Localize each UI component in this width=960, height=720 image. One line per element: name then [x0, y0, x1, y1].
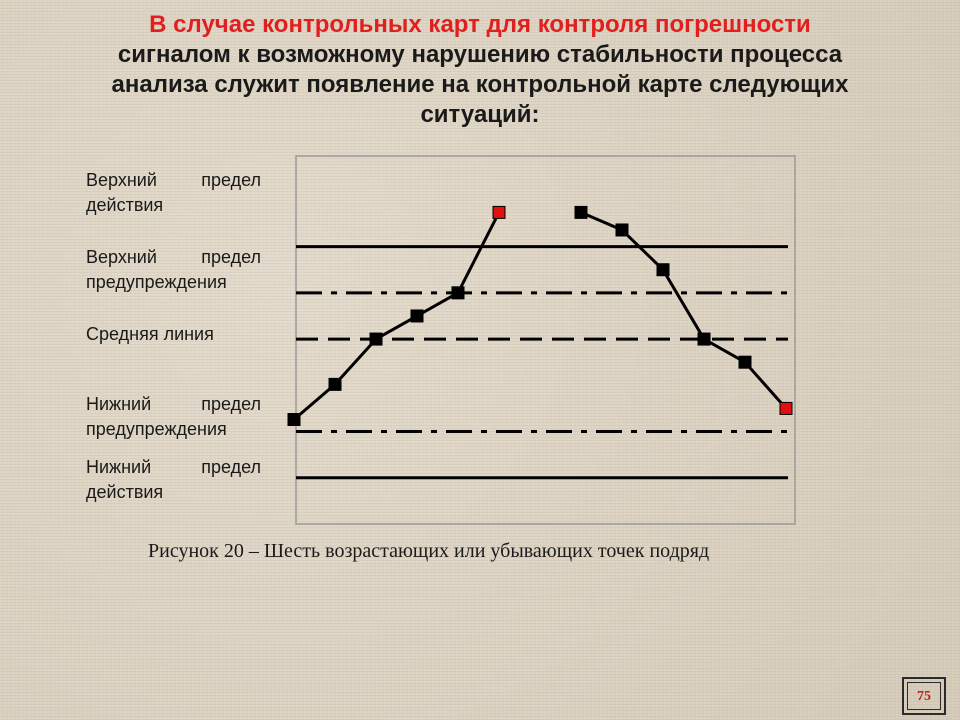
- slide-title: В случае контрольных карт для контроля п…: [20, 10, 940, 130]
- center-line-label: Средняя линия: [86, 324, 214, 344]
- data-point: [451, 286, 465, 300]
- data-point: [738, 355, 752, 369]
- title-line: ситуаций:: [420, 101, 540, 128]
- series-lines: [293, 211, 788, 421]
- data-point: [697, 332, 711, 346]
- page-number-box: 75: [902, 677, 946, 715]
- data-markers: [287, 205, 793, 427]
- lower-action-limit-label: Нижний предел действия: [86, 457, 261, 502]
- figure-caption: Рисунок 20 – Шесть возрастающих или убыв…: [148, 540, 710, 562]
- data-point: [656, 263, 670, 277]
- upper-action-limit-label: Верхний предел действия: [86, 170, 261, 215]
- highlight-point: [779, 401, 793, 415]
- title-line: анализа служит появление на контрольной …: [111, 71, 849, 98]
- page-number: 75: [907, 682, 941, 710]
- data-point: [328, 377, 342, 391]
- limit-lines: [296, 245, 788, 480]
- data-point: [287, 413, 301, 427]
- upper-warning-limit-label: Верхний предел предупреждения: [86, 247, 261, 292]
- title-line: сигналом к возможному нарушению стабильн…: [117, 41, 843, 68]
- highlight-point: [492, 205, 506, 219]
- data-point: [410, 309, 424, 323]
- series-segment: [293, 211, 501, 421]
- data-point: [574, 205, 588, 219]
- series-segment: [580, 211, 788, 410]
- title-highlight: В случае контрольных карт для контроля п…: [149, 11, 811, 38]
- data-point: [369, 332, 383, 346]
- data-point: [615, 223, 629, 237]
- lower-warning-limit-label: Нижний предел предупреждения: [86, 394, 261, 439]
